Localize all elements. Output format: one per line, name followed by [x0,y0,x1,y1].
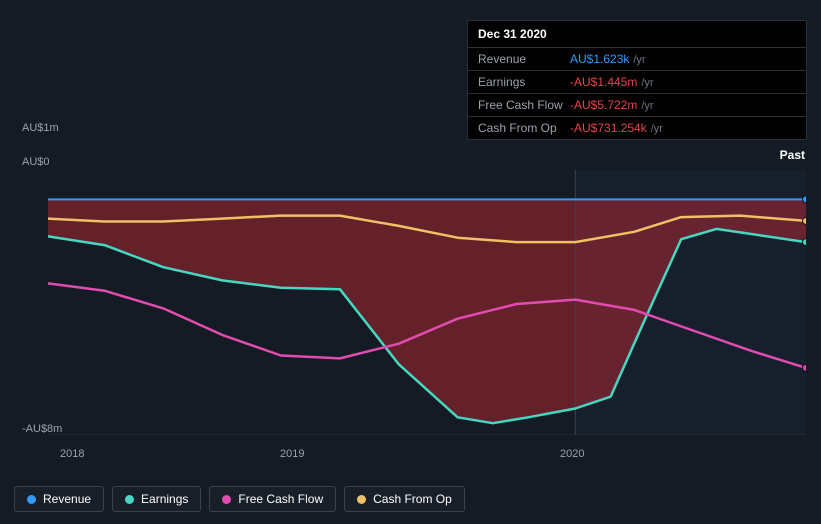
tooltip-unit: /yr [633,54,645,66]
tooltip-label: Free Cash Flow [478,98,570,112]
chart-plot[interactable] [48,170,806,435]
tooltip-value: -AU$5.722m [570,98,637,112]
tooltip-label: Revenue [478,52,570,66]
tooltip-row-earnings: Earnings -AU$1.445m /yr [468,71,806,94]
tooltip-value: -AU$731.254k [570,121,647,135]
tooltip-label: Earnings [478,75,570,89]
tooltip-value: -AU$1.445m [570,75,637,89]
tooltip-row-cfo: Cash From Op -AU$731.254k /yr [468,117,806,139]
tooltip-value: AU$1.623k [570,52,629,66]
past-label: Past [780,148,805,162]
legend-item-earnings[interactable]: Earnings [112,486,201,512]
legend-item-fcf[interactable]: Free Cash Flow [209,486,336,512]
y-tick-label: AU$1m [22,122,59,134]
legend-item-revenue[interactable]: Revenue [14,486,104,512]
tooltip-row-fcf: Free Cash Flow -AU$5.722m /yr [468,94,806,117]
tooltip-unit: /yr [641,100,653,112]
legend-swatch [357,495,366,504]
legend-item-cfo[interactable]: Cash From Op [344,486,465,512]
tooltip-row-revenue: Revenue AU$1.623k /yr [468,48,806,71]
legend-label: Earnings [141,492,188,506]
legend: Revenue Earnings Free Cash Flow Cash Fro… [14,486,465,512]
x-tick-label: 2018 [60,448,84,460]
tooltip-label: Cash From Op [478,121,570,135]
x-tick-label: 2020 [560,448,584,460]
legend-swatch [222,495,231,504]
y-tick-label: AU$0 [22,156,50,168]
tooltip-date: Dec 31 2020 [468,21,806,48]
legend-label: Cash From Op [373,492,452,506]
x-tick-label: 2019 [280,448,304,460]
legend-label: Revenue [43,492,91,506]
legend-swatch [125,495,134,504]
tooltip-unit: /yr [641,77,653,89]
legend-swatch [27,495,36,504]
tooltip-unit: /yr [651,123,663,135]
legend-label: Free Cash Flow [238,492,323,506]
tooltip-card: Dec 31 2020 Revenue AU$1.623k /yr Earnin… [467,20,807,140]
